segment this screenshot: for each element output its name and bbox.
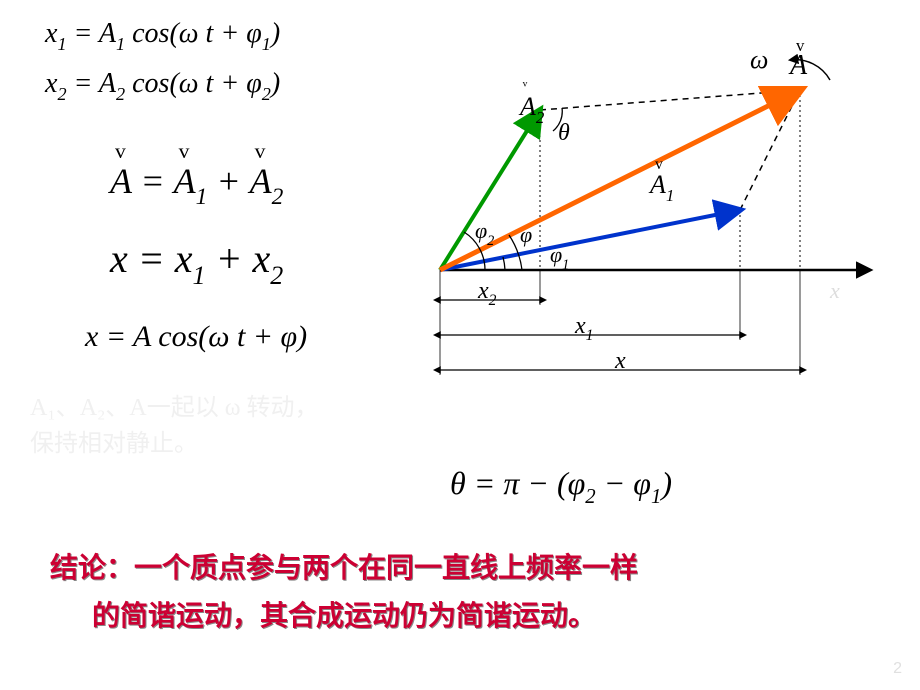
lp1s: 1: [562, 257, 569, 273]
label-dim-x1: x1: [575, 313, 593, 344]
pg: 2: [893, 660, 902, 677]
concl-label: 结论：: [50, 553, 134, 584]
th-e: ): [661, 465, 672, 501]
lp2s: 2: [487, 233, 494, 249]
label-phi2: φ2: [475, 218, 494, 248]
th-s2: 1: [651, 485, 661, 508]
th-s1: 2: [585, 485, 595, 508]
label-dim-x: x: [615, 348, 626, 375]
page-number: 2: [893, 660, 902, 678]
label-phi: φ: [520, 222, 532, 248]
vector-diagram: [0, 0, 920, 420]
dash-a1-to-a: [740, 90, 800, 210]
conclusion-text: 结论：一个质点参与两个在同一直线上频率一样 的简谐运动，其合成运动仍为简谐运动。: [50, 545, 638, 640]
equation-theta: θ = π − (φ2 − φ1): [450, 465, 672, 507]
vec-mark-Atip: v: [796, 36, 804, 56]
la1: A: [650, 170, 666, 199]
label-x-axis: x: [830, 278, 840, 304]
label-A-tip: v A: [790, 50, 807, 82]
faded-l2: 保持相对静止。: [30, 431, 198, 457]
dx1s: 1: [586, 327, 594, 344]
omega-text: ω: [750, 45, 768, 74]
la1s: 1: [666, 186, 674, 205]
label-A1: v A1: [650, 170, 674, 204]
dx2: x: [478, 278, 489, 304]
xax: x: [830, 278, 840, 303]
la2s: 2: [536, 108, 544, 127]
concl-l2: 的简谐运动，其合成运动仍为简谐运动。: [92, 601, 596, 632]
vec-mark-A1d: v: [655, 156, 663, 174]
lp2: φ: [475, 218, 487, 243]
la2: A: [520, 92, 536, 121]
dx: x: [615, 348, 626, 374]
lth: θ: [558, 120, 570, 146]
concl-l1: 一个质点参与两个在同一直线上频率一样: [134, 553, 638, 584]
dx2s: 2: [489, 292, 497, 309]
th-l: θ = π − (φ: [450, 465, 585, 501]
label-A2: ͮ A2: [520, 92, 544, 126]
label-omega: ω: [750, 45, 768, 75]
th-m: − φ: [596, 465, 651, 501]
label-theta: θ: [558, 120, 570, 147]
label-dim-x2: x2: [478, 278, 496, 309]
label-phi1: φ1: [550, 242, 569, 272]
lp: φ: [520, 222, 532, 247]
dx1: x: [575, 313, 586, 339]
lp1: φ: [550, 242, 562, 267]
